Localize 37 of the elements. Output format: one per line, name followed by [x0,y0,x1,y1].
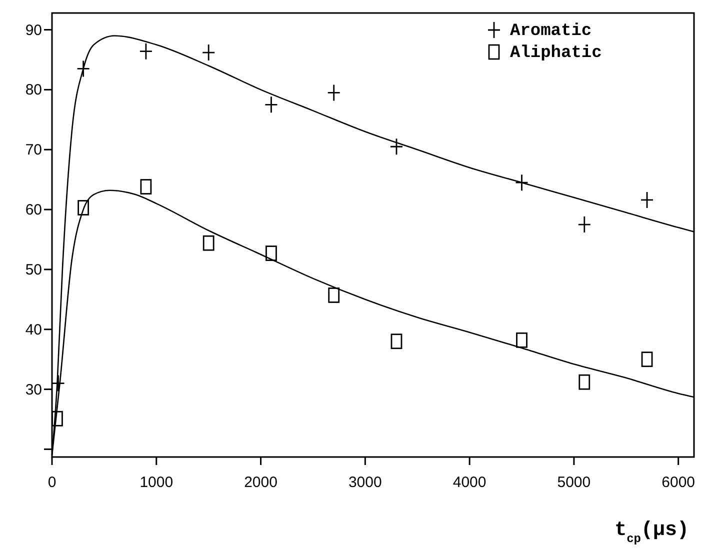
x-axis-title: t$_{cp}$(μs) [614,519,689,546]
point [140,179,152,194]
point [264,96,278,114]
point [76,60,90,78]
x-tick-label: 5000 [557,474,591,491]
point [578,374,590,390]
legend-label: Aromatic [510,22,592,41]
point [640,191,654,209]
point [266,246,277,261]
point [516,332,528,348]
y-tick-label: 80 [25,82,42,99]
x-tick-label: 0 [48,474,56,491]
x-tick-label: 4000 [452,474,486,491]
y-tick-label: 40 [25,321,42,338]
point [78,200,90,216]
y-tick-label: 50 [25,261,42,278]
y-tick-label: 90 [25,22,42,39]
point [327,84,341,102]
y-tick-label: 60 [25,202,42,219]
x-tick-label: 3000 [348,474,382,491]
point [390,334,402,350]
point [578,216,592,234]
point [202,44,216,62]
point [328,288,340,303]
point [641,352,653,368]
x-tick-label: 2000 [244,474,278,491]
x-tick-label: 1000 [140,474,174,491]
y-tick-label: 70 [25,142,42,159]
point [52,410,63,426]
point [202,235,214,251]
y-tick-label: 30 [25,381,42,398]
point [390,138,404,156]
point [52,374,65,392]
point [139,42,153,60]
legend-label: Aliphatic [510,44,602,63]
point [515,174,528,192]
x-tick-label: 6000 [662,474,696,491]
